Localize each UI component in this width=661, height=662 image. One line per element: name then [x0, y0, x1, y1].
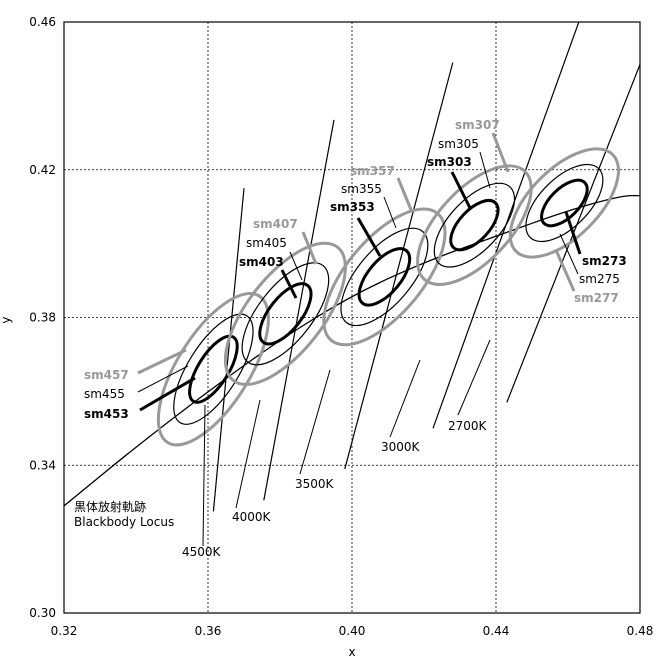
isotemp-line	[263, 119, 335, 501]
ellipse-sm457	[156, 291, 270, 447]
locus-label-en: Blackbody Locus	[74, 515, 174, 529]
x-tick-label: 0.40	[339, 624, 366, 638]
ellipse-sm273	[540, 178, 589, 228]
ellipse-label-sm403: sm403	[239, 255, 284, 269]
leader-line	[139, 376, 196, 412]
ellipse-label-sm405: sm405	[246, 236, 287, 250]
ellipse-label-sm305: sm305	[438, 137, 479, 151]
ellipse-sm407	[223, 241, 347, 386]
ellipse-label-sm353: sm353	[330, 200, 375, 214]
leader-line	[564, 211, 582, 255]
ellipse-label-sm277: sm277	[574, 291, 619, 305]
x-axis-label: x	[348, 645, 355, 659]
ellipse-sm303	[449, 199, 500, 252]
y-tick-label: 0.38	[29, 311, 56, 325]
x-tick-label: 0.36	[195, 624, 222, 638]
isotemp-line	[344, 62, 454, 470]
leader-line	[396, 177, 414, 213]
x-tick-label: 0.44	[483, 624, 510, 638]
isotemp-label: 4000K	[232, 510, 272, 524]
leader-line	[356, 217, 382, 257]
y-tick-label: 0.42	[29, 163, 56, 177]
axis-ticks: 0.32 0.36 0.40 0.44 0.48 0.30 0.34 0.38 0.42 0.46	[29, 15, 653, 638]
ellipse-sm357	[322, 207, 447, 347]
leader-line	[235, 399, 261, 509]
ellipse-sm307	[416, 164, 533, 286]
leader-line	[299, 369, 331, 475]
leader-line	[554, 249, 576, 292]
ellipse-label-sm307: sm307	[455, 118, 500, 132]
isotemp-line	[212, 188, 245, 512]
leader-line	[491, 132, 510, 173]
ellipse-label-sm355: sm355	[341, 182, 382, 196]
macadam-ellipses	[156, 147, 620, 447]
ellipse-sm275	[525, 163, 604, 243]
plot-frame	[63, 21, 641, 614]
leader-line	[559, 233, 579, 275]
y-axis-label: y	[0, 316, 13, 323]
locus-curve	[64, 194, 640, 507]
x-tick-label: 0.32	[51, 624, 78, 638]
leader-line	[289, 251, 303, 281]
y-tick-label: 0.46	[29, 15, 56, 29]
isotemp-label: 3000K	[381, 440, 421, 454]
ellipse-sm405	[241, 262, 330, 366]
ellipse-label-sm273: sm273	[582, 254, 627, 268]
chart-labels: 4500K 4000K 3500K 3000K 2700K 黒体放射軌跡Blackbody…	[74, 118, 627, 559]
ellipse-sm355	[340, 227, 429, 327]
ellipse-sm403	[258, 282, 313, 346]
ellipse-label-sm407: sm407	[253, 217, 298, 231]
ellipse-sm455	[173, 313, 254, 425]
plot-area	[64, 22, 640, 547]
isotemp-label: 2700K	[448, 419, 488, 433]
x-tick-label: 0.48	[627, 624, 654, 638]
leader-line	[137, 348, 187, 375]
leader-line	[389, 359, 421, 438]
y-tick-label: 0.30	[29, 606, 56, 620]
isotemp-label: 3500K	[295, 477, 335, 491]
ellipse-label-sm275: sm275	[579, 272, 620, 286]
leader-line	[137, 365, 189, 393]
ellipse-sm305	[433, 182, 516, 268]
ellipse-sm453	[188, 334, 239, 404]
leader-line	[450, 171, 472, 209]
ellipse-label-sm357: sm357	[350, 164, 395, 178]
leader-line	[479, 151, 491, 189]
isotemp-label: 4500K	[182, 545, 222, 559]
ellipse-label-sm453: sm453	[84, 407, 129, 421]
locus-label-jp: 黒体放射軌跡	[74, 499, 146, 514]
ellipse-label-sm457: sm457	[84, 368, 129, 382]
leader-line	[280, 269, 298, 299]
grid	[64, 22, 640, 613]
leader-lines	[137, 132, 582, 547]
leader-line	[457, 339, 491, 416]
y-tick-label: 0.34	[29, 458, 56, 472]
ellipse-label-sm303: sm303	[427, 155, 472, 169]
leader-line	[301, 231, 318, 265]
ellipse-label-sm455: sm455	[84, 387, 125, 401]
blackbody-locus	[64, 194, 640, 507]
ellipse-sm277	[508, 147, 620, 259]
ellipse-sm353	[357, 247, 412, 307]
leader-line	[202, 404, 206, 547]
leader-line	[383, 196, 397, 229]
